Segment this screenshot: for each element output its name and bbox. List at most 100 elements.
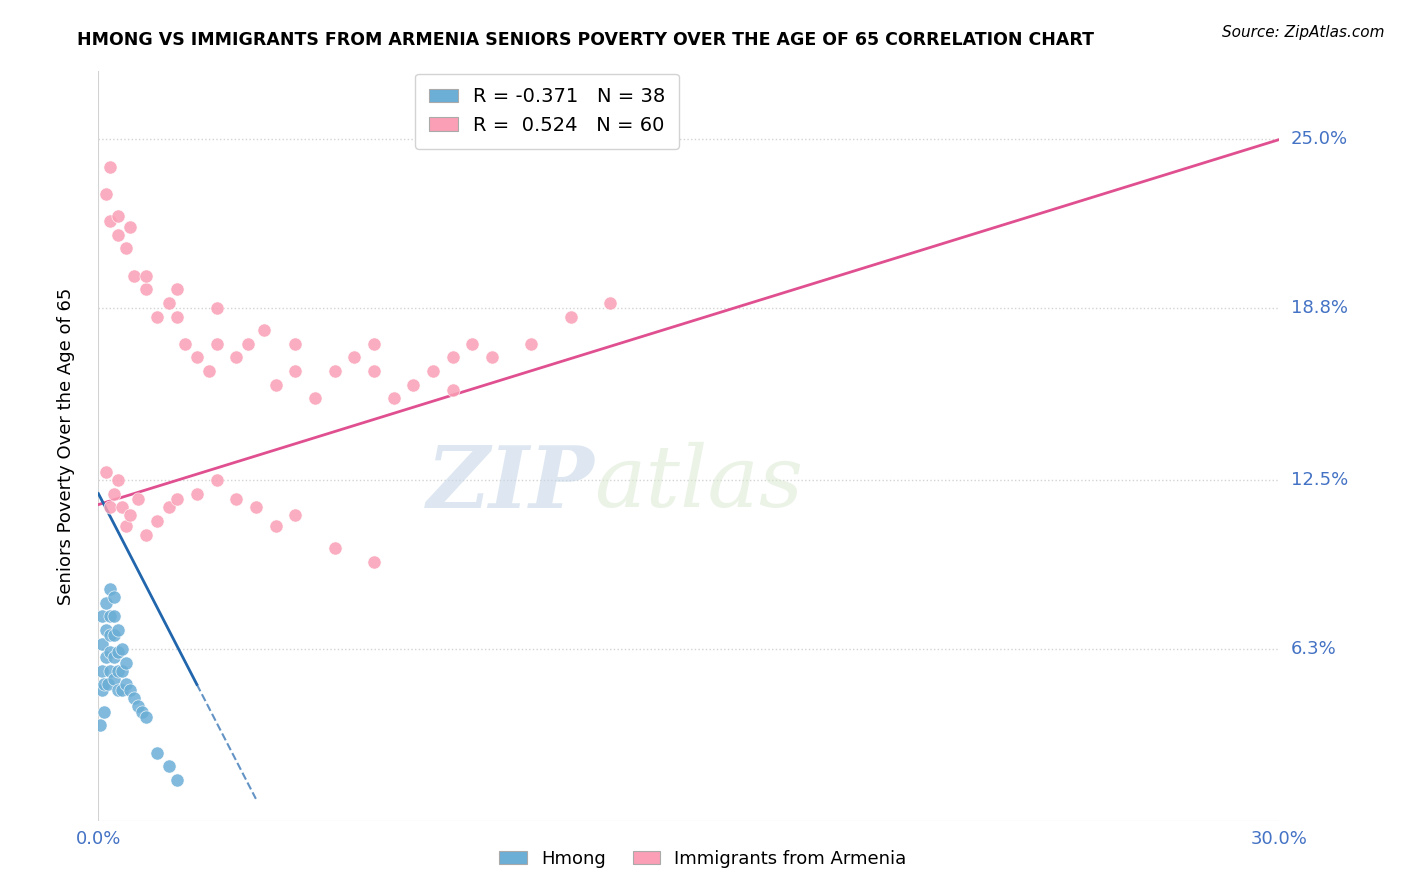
Point (205, 336, 228, 351)
Point (89, 718, 111, 732)
Point (197, 364, 219, 378)
Point (131, 705, 153, 719)
Point (111, 642, 134, 657)
Point (363, 555, 385, 569)
Point (166, 492, 188, 507)
Point (264, 377, 287, 392)
Point (98, 214, 121, 228)
Point (205, 473, 228, 487)
Point (481, 351, 503, 365)
Point (186, 351, 208, 365)
Point (127, 699, 149, 714)
Point (93, 677, 115, 691)
Point (284, 508, 307, 523)
Point (96, 465, 118, 479)
Point (96, 623, 118, 637)
Point (107, 227, 129, 242)
Point (96, 186, 118, 201)
Point (118, 508, 141, 523)
Legend: Hmong, Immigrants from Armenia: Hmong, Immigrants from Armenia (489, 838, 917, 879)
Text: atlas: atlas (595, 442, 804, 524)
Point (122, 268, 145, 283)
Point (98, 645, 121, 659)
Text: 6.3%: 6.3% (1291, 640, 1336, 658)
Point (284, 364, 307, 378)
Point (422, 364, 444, 378)
Point (96, 650, 118, 665)
Point (107, 664, 129, 678)
Point (98, 160, 121, 174)
Point (98, 500, 121, 515)
Point (98, 664, 121, 678)
Text: 25.0%: 25.0% (1291, 130, 1348, 148)
Text: ZIP: ZIP (426, 442, 595, 525)
Point (107, 645, 129, 659)
Point (118, 219, 141, 234)
Point (107, 623, 129, 637)
Point (103, 591, 125, 605)
Point (363, 336, 385, 351)
Point (236, 336, 259, 351)
Point (441, 351, 464, 365)
Point (225, 351, 247, 365)
Point (225, 492, 247, 507)
Point (127, 492, 149, 507)
Point (115, 242, 138, 256)
Point (135, 527, 157, 541)
Point (166, 310, 188, 324)
Point (363, 364, 385, 378)
Point (98, 609, 121, 624)
Point (115, 677, 138, 691)
Point (166, 282, 188, 296)
Point (304, 392, 326, 406)
Point (103, 609, 125, 624)
Text: HMONG VS IMMIGRANTS FROM ARMENIA SENIORS POVERTY OVER THE AGE OF 65 CORRELATION : HMONG VS IMMIGRANTS FROM ARMENIA SENIORS… (77, 31, 1094, 49)
Point (91, 636, 114, 650)
Text: 18.8%: 18.8% (1291, 300, 1347, 318)
Point (174, 336, 197, 351)
Text: Source: ZipAtlas.com: Source: ZipAtlas.com (1222, 25, 1385, 40)
Point (461, 336, 484, 351)
Point (245, 500, 267, 515)
Point (103, 628, 125, 642)
Text: 12.5%: 12.5% (1291, 471, 1348, 489)
Point (284, 336, 307, 351)
Point (146, 514, 169, 528)
Point (441, 383, 464, 397)
Point (107, 682, 129, 697)
Point (103, 672, 125, 686)
Point (90, 682, 112, 697)
Legend: R = -0.371   N = 38, R =  0.524   N = 60: R = -0.371 N = 38, R = 0.524 N = 60 (415, 73, 679, 149)
Point (205, 301, 228, 316)
Point (135, 268, 157, 283)
Point (157, 759, 180, 773)
Point (98, 582, 121, 596)
Point (599, 296, 621, 310)
Point (520, 336, 543, 351)
Point (402, 377, 425, 392)
Point (135, 282, 157, 296)
Point (107, 209, 129, 223)
Y-axis label: Seniors Poverty Over the Age of 65: Seniors Poverty Over the Age of 65 (56, 287, 75, 605)
Point (323, 364, 346, 378)
Point (122, 691, 145, 706)
Point (253, 323, 276, 337)
Point (382, 392, 405, 406)
Point (146, 746, 169, 760)
Point (111, 682, 134, 697)
Point (97, 677, 120, 691)
Point (93, 705, 115, 719)
Point (166, 772, 188, 787)
Point (91, 664, 114, 678)
Point (157, 296, 180, 310)
Point (107, 473, 129, 487)
Point (103, 650, 125, 665)
Point (146, 310, 169, 324)
Point (115, 519, 138, 533)
Point (111, 500, 134, 515)
Point (118, 682, 141, 697)
Point (343, 351, 366, 365)
Point (135, 710, 157, 724)
Point (186, 486, 208, 500)
Point (96, 596, 118, 610)
